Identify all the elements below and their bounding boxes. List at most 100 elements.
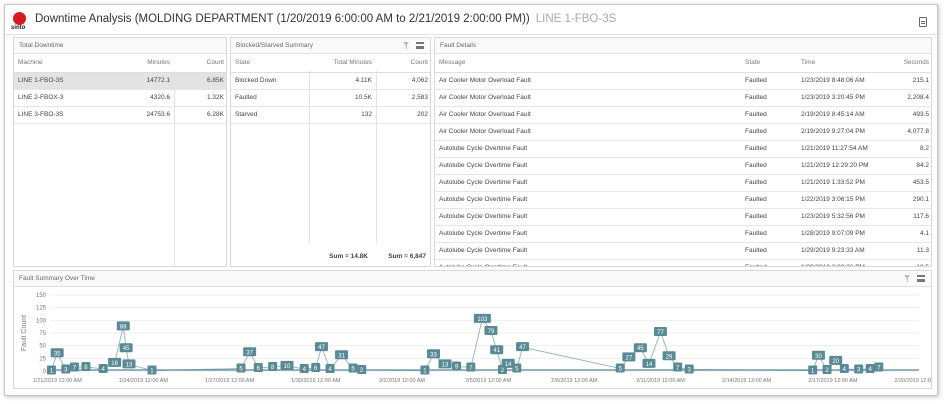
data-label-box bbox=[299, 363, 309, 373]
seconds-cell: 18.5 bbox=[883, 259, 931, 266]
time-cell: 1/28/2019 9:07:09 PM bbox=[797, 225, 883, 243]
table-row[interactable]: Air Cooler Motor Overload Fault Faulted 2/… bbox=[435, 106, 931, 124]
data-label: 5 bbox=[515, 366, 519, 372]
data-label-box bbox=[335, 350, 349, 360]
table-row[interactable]: Air Cooler Motor Overload Fault Faulted 1/… bbox=[435, 89, 931, 107]
table-row[interactable]: Faulted 10.5K 2,583 bbox=[231, 89, 430, 107]
data-label: 16 bbox=[111, 361, 118, 367]
table-row[interactable]: Autolube Cycle Overtime Fault Faulted 1/22… bbox=[435, 191, 931, 209]
table-row[interactable]: Blocked Down 4.11K 4,062 bbox=[231, 72, 430, 90]
x-tick-label: 2/20/2019 12:00 AM bbox=[894, 378, 931, 384]
filter-icon[interactable] bbox=[904, 275, 911, 282]
count-cell: 1.32K bbox=[174, 89, 226, 107]
column-header-seconds[interactable]: Seconds bbox=[883, 54, 931, 73]
data-label: 7 bbox=[469, 365, 473, 371]
menu-icon[interactable] bbox=[917, 275, 925, 282]
time-cell: 1/23/2019 5:32:56 PM bbox=[797, 208, 883, 226]
table-row[interactable]: Autolube Cycle Overtime FaultFaulted1/29… bbox=[435, 259, 931, 266]
column-header-message[interactable]: Message bbox=[435, 54, 741, 73]
table-row[interactable]: Autolube Cycle Overtime Fault Faulted 1/21… bbox=[435, 174, 931, 192]
table-row[interactable]: LINE 2-FBOX-3 4320.6 1.32K bbox=[14, 89, 226, 107]
table-row[interactable]: Autolube Cycle Overtime Fault Faulted 1/21… bbox=[435, 157, 931, 175]
data-label-box bbox=[684, 364, 694, 374]
message-cell: Air Cooler Motor Overload Fault bbox=[435, 106, 741, 124]
data-label: 3 bbox=[857, 367, 861, 373]
menu-icon[interactable] bbox=[416, 42, 424, 49]
minutes-cell: 10.5K bbox=[309, 89, 376, 107]
table-row[interactable]: Air Cooler Motor Overload Fault Faulted 2/… bbox=[435, 123, 931, 141]
message-cell: Autolube Cycle Overtime Fault bbox=[435, 259, 741, 266]
time-cell: 1/29/2019 9:23:33 AM bbox=[797, 242, 883, 260]
page-subtitle: LINE 1-FBO-3S bbox=[535, 13, 617, 25]
table-row[interactable]: Autolube Cycle Overtime Fault Faulted 1/23… bbox=[435, 208, 931, 226]
blocked-starved-table: State Total Minutes Count Blocked Down 4… bbox=[231, 54, 430, 124]
data-label: 5 bbox=[239, 366, 243, 372]
count-cell: 202 bbox=[376, 106, 430, 124]
y-tick-label: 25 bbox=[39, 356, 46, 362]
table-row[interactable]: LINE 1-FBO-3S 14772.1 6.85K bbox=[14, 72, 226, 90]
seconds-cell: 11.3 bbox=[883, 242, 931, 260]
time-cell: 2/19/2019 8:45:14 AM bbox=[797, 106, 883, 124]
data-label: 47 bbox=[519, 345, 526, 351]
data-label: 13 bbox=[126, 362, 133, 368]
state-cell: Starved bbox=[231, 106, 309, 124]
data-label: 77 bbox=[657, 330, 664, 336]
state-cell: Faulted bbox=[231, 89, 309, 107]
message-cell: Air Cooler Motor Overload Fault bbox=[435, 72, 741, 90]
column-header-count[interactable]: Count bbox=[174, 54, 226, 73]
data-label: 8 bbox=[271, 365, 275, 371]
x-tick-label: 1/21/2019 12:00 AM bbox=[33, 378, 83, 384]
minutes-cell: 4320.6 bbox=[114, 89, 174, 107]
data-label: 45 bbox=[123, 346, 130, 352]
data-label-box bbox=[119, 343, 133, 353]
table-row[interactable]: Air Cooler Motor Overload Fault Faulted 1/… bbox=[435, 72, 931, 90]
export-icon[interactable] bbox=[919, 17, 927, 27]
column-header-state[interactable]: State bbox=[231, 54, 309, 73]
column-header-machine[interactable]: Machine bbox=[14, 54, 114, 73]
machine-cell: LINE 2-FBOX-3 bbox=[14, 89, 114, 107]
machine-cell: LINE 3-FBO-3S bbox=[14, 106, 114, 124]
column-header-count[interactable]: Count bbox=[376, 54, 430, 73]
data-label-box bbox=[314, 342, 328, 352]
seconds-cell: 8.2 bbox=[883, 140, 931, 158]
data-label: 14 bbox=[646, 362, 653, 368]
seconds-cell: 4,077.8 bbox=[883, 123, 931, 141]
y-tick-label: 0 bbox=[43, 369, 47, 375]
column-header-total-minutes[interactable]: Total Minutes bbox=[309, 54, 376, 73]
seconds-cell: 4.1 bbox=[883, 225, 931, 243]
state-cell: Faulted bbox=[741, 140, 797, 158]
table-row[interactable]: Autolube Cycle Overtime Fault Faulted 1/28… bbox=[435, 225, 931, 243]
time-cell: 1/23/2019 3:20:45 PM bbox=[797, 89, 883, 107]
state-cell: Faulted bbox=[741, 174, 797, 192]
machine-cell: LINE 1-FBO-3S bbox=[14, 72, 114, 90]
data-label: 33 bbox=[430, 352, 437, 358]
data-label-box bbox=[451, 361, 461, 371]
data-label: 4 bbox=[303, 367, 307, 373]
message-cell: Autolube Cycle Overtime Fault bbox=[435, 208, 741, 226]
sum-minutes: Sum = 14.8K bbox=[329, 253, 368, 260]
seconds-cell: 2,208.4 bbox=[883, 89, 931, 107]
data-label-box bbox=[516, 342, 530, 352]
x-tick-label: 1/24/2019 12:00 AM bbox=[119, 378, 169, 384]
message-cell: Autolube Cycle Overtime Fault bbox=[435, 157, 741, 175]
table-row[interactable]: Autolube Cycle Overtime Fault Faulted 1/21… bbox=[435, 140, 931, 158]
fault-summary-panel: Fault Summary Over Time 0 25 50 75 100 125 150… bbox=[13, 270, 932, 389]
data-label-box bbox=[822, 364, 832, 374]
minutes-cell: 14772.1 bbox=[114, 72, 174, 90]
data-label: 35 bbox=[54, 351, 61, 357]
table-row[interactable]: Starved 132 202 bbox=[231, 106, 430, 124]
data-label: 3 bbox=[688, 367, 692, 373]
x-tick-label: 1/27/2019 12:00 AM bbox=[205, 378, 255, 384]
count-cell: 4,062 bbox=[376, 72, 430, 90]
filter-icon[interactable] bbox=[403, 42, 410, 49]
fault-summary-title: Fault Summary Over Time bbox=[14, 271, 931, 287]
x-tick-label: 2/5/2019 12:00 AM bbox=[465, 378, 512, 384]
column-header-state[interactable]: State bbox=[741, 54, 797, 73]
y-tick-label: 150 bbox=[36, 293, 47, 299]
column-header-minutes[interactable]: Minutes bbox=[114, 54, 174, 73]
fault-details-table: Message State Time Seconds Air Cooler Mo… bbox=[435, 54, 931, 266]
column-header-time[interactable]: Time bbox=[797, 54, 883, 73]
table-row[interactable]: LINE 3-FBO-3S 24753.6 6.28K bbox=[14, 106, 226, 124]
data-label-box bbox=[615, 363, 625, 373]
